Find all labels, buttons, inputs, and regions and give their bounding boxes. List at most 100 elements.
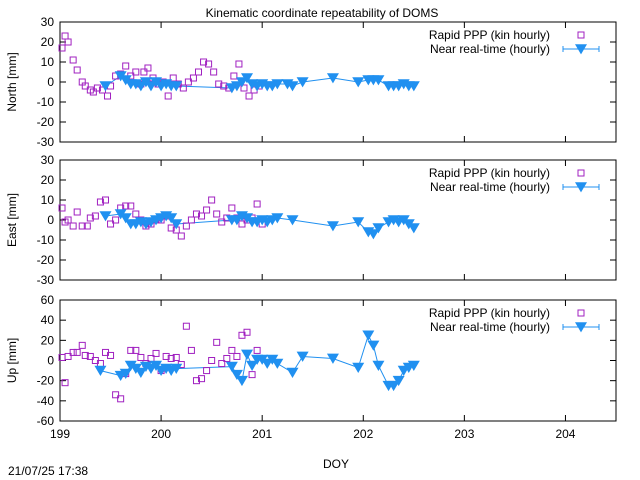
y-tick-label: -30 <box>37 135 55 149</box>
point-ppp <box>104 92 112 100</box>
point-ppp <box>132 210 140 218</box>
point-ppp <box>81 351 89 359</box>
point-nrt <box>241 349 254 360</box>
point-nrt <box>119 368 132 380</box>
y-tick-label: -60 <box>37 414 55 428</box>
point-nrt <box>225 361 238 372</box>
point-ppp <box>167 224 175 232</box>
point-nrt <box>392 375 405 387</box>
chart-title: Kinematic coordinate repeatability of DO… <box>206 6 439 20</box>
point-ppp <box>177 232 185 240</box>
point-ppp <box>81 82 89 90</box>
y-tick-label: -20 <box>37 253 55 267</box>
point-nrt <box>352 77 365 88</box>
point-ppp <box>83 222 91 230</box>
point-ppp <box>86 214 94 222</box>
point-nrt <box>286 81 299 92</box>
point-ppp <box>122 62 130 70</box>
legend: Rapid PPP (kin hourly)Near real-time (ho… <box>429 28 600 56</box>
y-tick-label: 0 <box>47 213 54 227</box>
x-axis-label: DOY <box>323 457 349 471</box>
point-ppp <box>220 82 228 90</box>
y-tick-label: -20 <box>37 374 55 388</box>
point-nrt <box>372 360 385 371</box>
y-tick-label: 20 <box>41 333 55 347</box>
point-ppp <box>127 202 135 210</box>
y-axis-label: East [mm] <box>5 193 19 247</box>
panel-1: -30 -20 -10 0 10 20 30 North [mm] Rapid PPP (kin… <box>5 15 617 149</box>
panel-3: -60 -40 -20 0 20 40 60 199 200 201 202 203 204 Up [mm… <box>5 293 617 441</box>
point-ppp <box>228 204 236 212</box>
point-nrt <box>99 81 112 92</box>
point-nrt <box>271 79 284 90</box>
point-ppp <box>248 371 256 379</box>
x-tick-label: 200 <box>151 427 171 441</box>
point-ppp <box>235 60 243 68</box>
x-tick-label: 201 <box>252 427 272 441</box>
point-ppp <box>218 360 226 368</box>
y-tick-label: -10 <box>37 233 55 247</box>
x-tick-label: 204 <box>555 427 575 441</box>
point-ppp <box>203 206 211 214</box>
point-ppp <box>86 352 94 360</box>
point-ppp <box>96 198 104 206</box>
point-ppp <box>127 346 135 354</box>
point-nrt <box>326 221 339 232</box>
point-ppp <box>61 379 69 387</box>
legend-marker-nrt <box>575 322 587 333</box>
point-ppp <box>164 92 172 100</box>
point-nrt <box>352 217 365 228</box>
point-ppp <box>187 216 195 224</box>
point-ppp <box>61 32 69 40</box>
point-nrt <box>235 375 248 387</box>
x-tick-label: 199 <box>50 427 70 441</box>
point-ppp <box>78 341 86 349</box>
point-ppp <box>69 222 77 230</box>
y-axis-label: North [mm] <box>5 52 19 111</box>
legend-marker-ppp <box>577 31 585 39</box>
point-ppp <box>182 222 190 230</box>
point-nrt <box>246 360 259 371</box>
point-nrt <box>271 358 284 369</box>
point-ppp <box>73 208 81 216</box>
point-nrt <box>165 213 178 224</box>
y-tick-label: -10 <box>37 95 55 109</box>
point-nrt <box>170 219 183 230</box>
y-tick-label: -20 <box>37 115 55 129</box>
point-nrt <box>407 81 420 92</box>
legend-label-ppp: Rapid PPP (kin hourly) <box>429 28 550 42</box>
point-nrt <box>367 340 380 351</box>
y-tick-label: 10 <box>41 55 55 69</box>
legend-label-nrt: Near real-time (hourly) <box>430 320 550 334</box>
point-ppp <box>64 38 72 46</box>
point-ppp <box>89 88 97 96</box>
y-tick-label: 20 <box>41 35 55 49</box>
point-ppp <box>192 377 200 385</box>
point-ppp <box>233 352 241 360</box>
point-ppp <box>58 44 66 52</box>
point-ppp <box>152 349 160 357</box>
point-ppp <box>162 352 170 360</box>
y-tick-label: 30 <box>41 15 55 29</box>
point-ppp <box>132 68 140 76</box>
y-tick-label: 0 <box>47 354 54 368</box>
point-nrt <box>296 77 309 88</box>
legend-label-ppp: Rapid PPP (kin hourly) <box>429 306 550 320</box>
timestamp: 21/07/25 17:38 <box>8 464 88 478</box>
point-nrt <box>407 223 420 234</box>
point-ppp <box>210 68 218 76</box>
y-tick-label: 0 <box>47 75 54 89</box>
point-nrt <box>407 360 420 371</box>
point-ppp <box>192 210 200 218</box>
point-ppp <box>137 353 145 361</box>
point-ppp <box>205 60 213 68</box>
x-tick-label: 203 <box>454 427 474 441</box>
point-ppp <box>240 84 248 92</box>
y-tick-label: 20 <box>41 173 55 187</box>
point-ppp <box>169 74 177 82</box>
point-nrt <box>124 360 137 371</box>
point-ppp <box>245 92 253 100</box>
panel-2: -30 -20 -10 0 10 20 30 East [mm] Rapid PPP (kin … <box>5 153 617 287</box>
point-ppp <box>107 220 115 228</box>
